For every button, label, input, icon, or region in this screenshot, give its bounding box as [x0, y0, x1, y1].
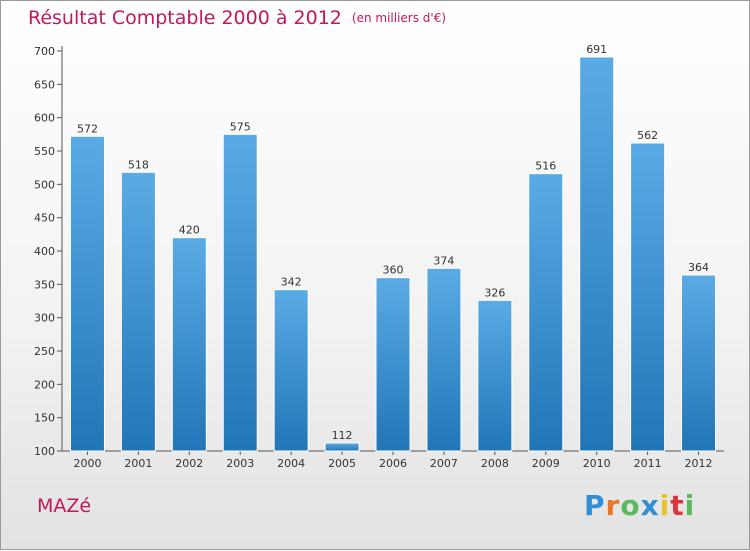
bar-value-label: 326: [484, 286, 505, 299]
logo-letter: P: [584, 489, 606, 522]
y-tick-label: 450: [34, 212, 55, 225]
bar: [426, 267, 462, 452]
chart-title-unit: (en milliers d'€): [351, 11, 447, 25]
y-tick-label: 300: [34, 312, 55, 325]
x-tick-label: 2011: [634, 457, 662, 470]
x-tick-label: 2008: [481, 457, 509, 470]
bar: [324, 442, 360, 452]
x-tick-label: 2007: [430, 457, 458, 470]
y-tick-label: 350: [34, 278, 55, 291]
x-tick-label: 2005: [328, 457, 356, 470]
bar-value-label: 364: [688, 261, 709, 274]
bar: [477, 299, 513, 452]
bar-value-label: 516: [535, 160, 556, 173]
y-tick-label: 550: [34, 145, 55, 158]
logo-letter: o: [620, 489, 641, 522]
bar-value-label: 342: [281, 276, 302, 289]
bar: [579, 56, 615, 452]
bar: [630, 142, 666, 452]
logo-letter: i: [684, 489, 696, 522]
y-tick-label: 200: [34, 378, 55, 391]
x-tick-label: 2004: [277, 457, 305, 470]
y-tick-label: 500: [34, 178, 55, 191]
y-tick-label: 650: [34, 78, 55, 91]
bar: [375, 277, 411, 452]
proxiti-logo[interactable]: Proxiti: [584, 489, 695, 522]
bar: [69, 135, 105, 452]
x-tick-label: 2003: [226, 457, 254, 470]
logo-letter: i: [659, 489, 671, 522]
x-tick-label: 2010: [583, 457, 611, 470]
y-tick-label: 700: [34, 45, 55, 58]
bar: [681, 274, 717, 452]
y-tick-label: 100: [34, 445, 55, 458]
bar: [222, 133, 258, 452]
bar-value-label: 374: [433, 254, 454, 267]
bar-value-label: 360: [383, 264, 404, 277]
y-tick-label: 150: [34, 412, 55, 425]
bar-value-label: 691: [586, 43, 607, 56]
y-tick-label: 600: [34, 112, 55, 125]
bar: [273, 289, 309, 452]
x-tick-label: 2000: [73, 457, 101, 470]
bar-value-label: 572: [77, 122, 98, 135]
bar-value-label: 575: [230, 120, 251, 133]
logo-letter: r: [605, 489, 621, 522]
bar-value-label: 562: [637, 129, 658, 142]
y-tick-label: 400: [34, 245, 55, 258]
logo-letter: t: [670, 489, 685, 522]
bar-value-label: 112: [332, 429, 353, 442]
x-tick-label: 2012: [685, 457, 713, 470]
x-tick-label: 2009: [532, 457, 560, 470]
bar: [171, 237, 207, 452]
bar: [120, 171, 156, 452]
x-tick-label: 2001: [124, 457, 152, 470]
logo-letter: x: [640, 489, 660, 522]
bar-value-label: 420: [179, 224, 200, 237]
x-tick-label: 2006: [379, 457, 407, 470]
bar: [528, 173, 564, 452]
chart-title-main: Résultat Comptable 2000 à 2012: [28, 7, 342, 29]
x-tick-label: 2002: [175, 457, 203, 470]
chart-bars: 572 518 420 575 342 112 360 374 326 516 691 562 364: [69, 43, 717, 452]
y-tick-label: 250: [34, 345, 55, 358]
bar-value-label: 518: [128, 158, 149, 171]
place-name: MAZé: [37, 495, 92, 517]
chart-title: Résultat Comptable 2000 à 2012 (en millie…: [28, 7, 446, 29]
